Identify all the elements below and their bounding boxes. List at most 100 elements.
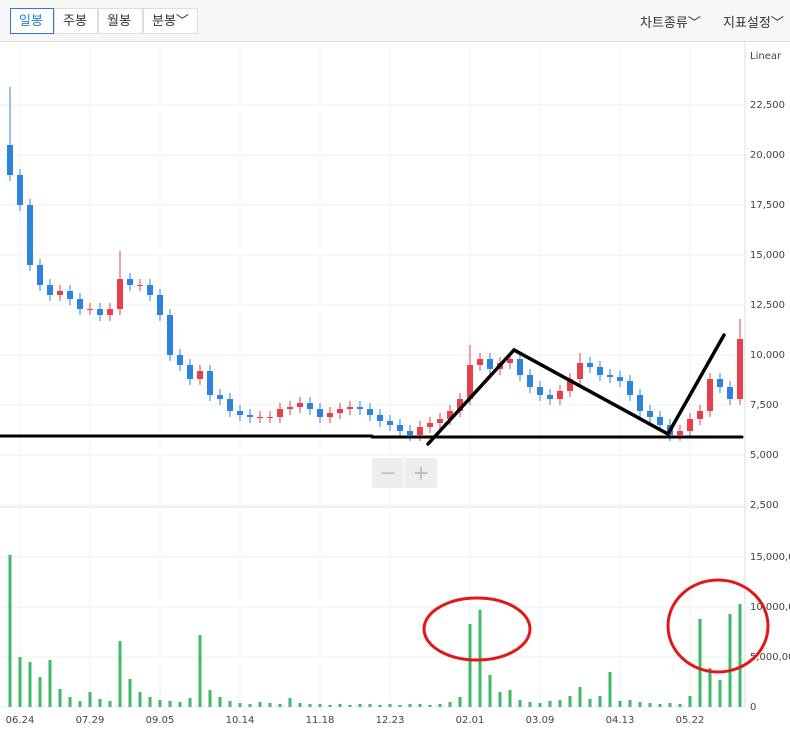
volume-bar [318, 704, 322, 707]
volume-bar [658, 704, 662, 707]
candle-body [557, 391, 563, 399]
volume-bar [588, 699, 592, 707]
marks: 2,500 5,000 7,500 10,000 12,500 15,000 17,500 2… [0, 45, 790, 726]
candle-body [257, 417, 263, 418]
volume-bar [378, 705, 382, 707]
x-tick-label: 07.29 [76, 715, 105, 726]
volume-bar [688, 696, 692, 707]
candle-body [487, 359, 493, 369]
candle-body [347, 407, 353, 409]
candle-body [587, 363, 593, 367]
candle-body [367, 409, 373, 415]
candle-body [507, 359, 513, 363]
volume-bar [238, 703, 242, 707]
volume-bar [328, 705, 332, 707]
zoom-in-button[interactable] [405, 458, 437, 488]
volume-bar [738, 604, 742, 707]
candle-body [187, 365, 193, 379]
candle-body [147, 285, 153, 295]
volume-bar [158, 700, 162, 707]
tab[interactable]: 월봉 [98, 8, 143, 34]
zoom-out-button[interactable] [372, 458, 404, 488]
candle-body [267, 417, 273, 418]
candle-body [277, 409, 283, 417]
volume-bar [598, 696, 602, 707]
tab[interactable]: 분봉﹀ [143, 8, 198, 34]
x-tick-label: 03.09 [526, 715, 555, 726]
tab[interactable]: 주봉 [54, 8, 98, 34]
volume-bar [408, 704, 412, 707]
volume-bar [278, 704, 282, 707]
volume-bar [358, 704, 362, 707]
candle-body [127, 279, 133, 285]
candle-body [57, 291, 63, 295]
candle-body [97, 309, 103, 315]
y-tick-label: 15,000,000 [750, 552, 790, 563]
volume-bar [198, 635, 202, 707]
candle-body [397, 425, 403, 431]
candle-body [457, 399, 463, 411]
candle-body [387, 421, 393, 425]
y-tick-label: 20,000 [750, 150, 785, 161]
x-tick-label: 06.24 [6, 715, 35, 726]
candle-body [627, 381, 633, 395]
volume-bar [558, 700, 562, 707]
tab[interactable]: 일봉 [10, 8, 54, 34]
volume-bar [538, 703, 542, 707]
volume-bar [138, 692, 142, 707]
volume-bar [668, 703, 672, 707]
volume-bar [168, 701, 172, 707]
candle-body [77, 299, 83, 309]
candle-body [87, 309, 93, 310]
volume-bar [608, 672, 612, 707]
candle-body [317, 409, 323, 417]
candle-body [637, 395, 643, 411]
volume-bar [398, 705, 402, 707]
volume-bar [88, 692, 92, 707]
highlight-circle [666, 578, 770, 674]
volume-bar [28, 662, 32, 707]
volume-bar [98, 699, 102, 707]
volume-bar [258, 702, 262, 707]
candle-body [337, 409, 343, 413]
candle-body [207, 371, 213, 395]
tab-label: 분봉 [152, 14, 176, 29]
candle-body [467, 365, 473, 399]
candle-body [17, 175, 23, 205]
candle-body [157, 295, 163, 315]
candle-body [577, 363, 583, 379]
volume-bar [58, 689, 62, 707]
candle-body [357, 407, 363, 409]
candle-body [177, 355, 183, 365]
candle-body [67, 291, 73, 299]
volume-bar [118, 641, 122, 707]
candle-body [107, 309, 113, 315]
volume-bar [518, 700, 522, 707]
candle-body [247, 415, 253, 417]
candle-body [547, 395, 553, 399]
candle-body [597, 367, 603, 375]
x-tick-label: 12.23 [376, 715, 405, 726]
candle-body [167, 315, 173, 355]
volume-bar [128, 679, 132, 707]
candle-body [407, 431, 413, 435]
volume-bar [468, 624, 472, 707]
candle-body [477, 359, 483, 365]
x-tick-label: 11.18 [306, 715, 335, 726]
candle-body [607, 375, 613, 377]
volume-bar [678, 704, 682, 707]
pattern-line [426, 333, 726, 446]
volume-bar [698, 619, 702, 707]
annotations [0, 333, 770, 674]
volume-bar [528, 702, 532, 707]
candle-body [647, 411, 653, 417]
menu[interactable]: 지표설정﹀ [723, 16, 784, 31]
volume-bar [568, 696, 572, 707]
x-tick-label: 10.14 [226, 715, 255, 726]
candle-body [27, 205, 33, 265]
volume-bar [188, 698, 192, 707]
y-tick-label: 10,000 [750, 350, 785, 361]
volume-bar [178, 702, 182, 707]
menu[interactable]: 차트종류﹀ [640, 16, 701, 31]
